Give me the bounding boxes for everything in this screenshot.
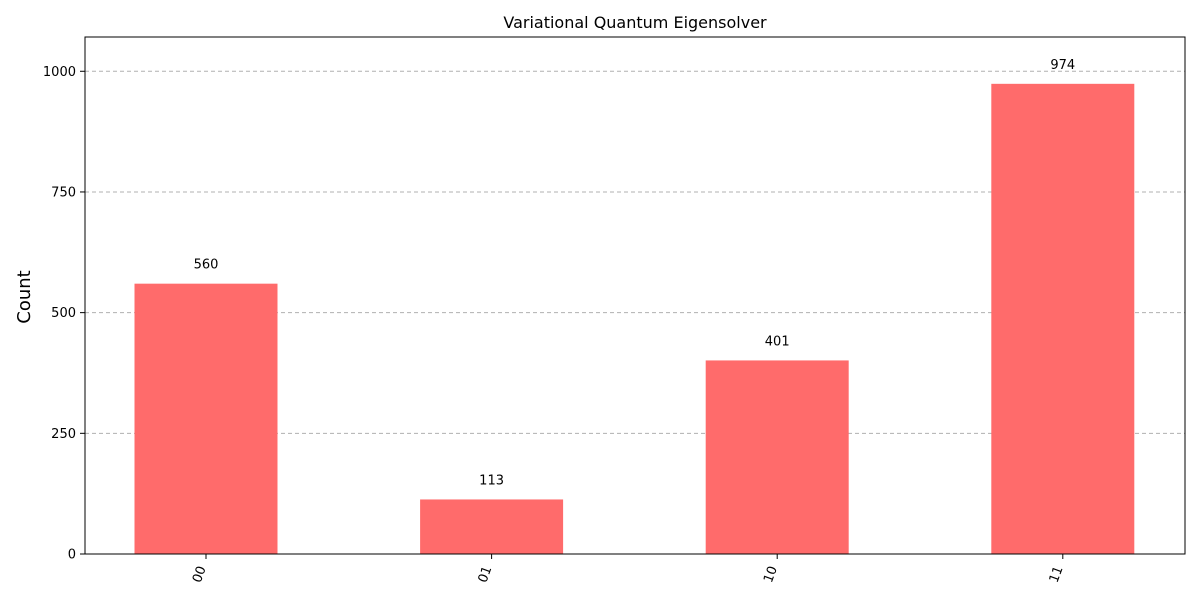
- y-tick-label: 1000: [43, 65, 76, 80]
- data-label-10: 401: [765, 334, 790, 349]
- data-label-11: 974: [1050, 58, 1075, 73]
- y-axis-label: Count: [14, 270, 35, 323]
- data-labels: 560 113 401 974: [194, 58, 1076, 489]
- data-label-01: 113: [479, 473, 504, 488]
- data-label-00: 560: [194, 258, 219, 273]
- bar-00: [134, 283, 278, 554]
- x-tick-label-11: 11: [1047, 564, 1067, 585]
- x-ticks: 00 01 10 11: [190, 554, 1067, 585]
- bar-11: [991, 83, 1135, 554]
- chart-title: Variational Quantum Eigensolver: [503, 13, 767, 32]
- y-tick-label: 750: [51, 185, 76, 200]
- bar-01: [420, 499, 564, 554]
- bar-10: [705, 360, 849, 554]
- bars: [134, 83, 1135, 554]
- y-tick-label: 250: [51, 427, 76, 442]
- x-tick-label-01: 01: [476, 564, 496, 585]
- x-tick-label-00: 00: [190, 564, 210, 585]
- axes: [84, 36, 1186, 555]
- y-ticks: 0 250 500 750 1000: [43, 65, 85, 563]
- x-tick-label-10: 10: [761, 564, 781, 585]
- y-tick-label: 0: [68, 548, 76, 563]
- plot-frame: [84, 36, 1186, 555]
- y-tick-label: 500: [51, 306, 76, 321]
